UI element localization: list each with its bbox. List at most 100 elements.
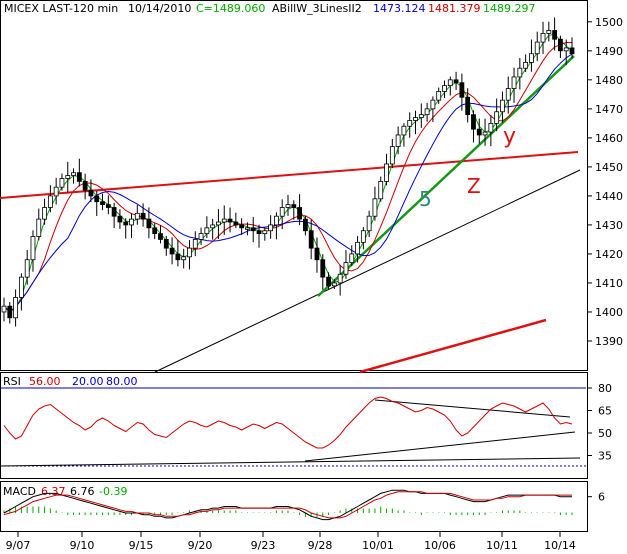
macd-y-tick-label: 6 <box>598 491 605 504</box>
rsi-y-axis: 35 50 65 80 <box>588 382 612 463</box>
header-val-blue: 1473.124 <box>373 2 426 15</box>
price-bar-body <box>511 76 517 89</box>
price-bar-body <box>407 120 413 127</box>
price-bar-body <box>314 247 320 261</box>
header-close: C=1489.060 <box>196 2 265 15</box>
price-bar-body <box>331 282 337 287</box>
rsi-high: 80.00 <box>106 375 138 388</box>
price-bar-body <box>24 259 30 278</box>
price-y-tick-label: 1410 <box>595 277 623 290</box>
rsi-reference-lines <box>0 387 586 467</box>
macd-panel-frame <box>0 481 588 532</box>
price-bar-body <box>534 41 540 55</box>
price-bar-body <box>384 163 389 182</box>
price-bar-body <box>216 221 221 226</box>
red-projection-line <box>359 318 547 374</box>
price-bar-body <box>279 207 285 217</box>
price-bar-body <box>355 241 360 255</box>
x-tick-label: 9/07 <box>6 539 31 552</box>
x-tick-label: 9/20 <box>188 539 213 552</box>
x-tick-label: 9/28 <box>308 539 333 552</box>
price-bar-body <box>326 276 331 287</box>
price-bar-body <box>349 253 355 264</box>
price-y-tick-label: 1420 <box>595 248 623 261</box>
price-bar-body <box>482 131 488 136</box>
price-bar-body <box>494 111 500 124</box>
x-tick-label: 10/14 <box>544 539 576 552</box>
price-bar-body <box>105 204 111 208</box>
price-bar-body <box>1 305 7 313</box>
price-bar-body <box>94 195 100 203</box>
price-bar-body <box>569 47 575 55</box>
price-bar-body <box>7 305 13 319</box>
price-bar-body <box>187 247 192 258</box>
ma-blue-line <box>3 53 573 313</box>
rsi-base-line <box>0 457 581 467</box>
price-bar-body <box>372 198 378 217</box>
price-bar-body <box>163 239 169 249</box>
price-bar-body <box>540 33 546 43</box>
price-bar-body <box>418 114 424 118</box>
x-tick-label: 9/10 <box>70 539 95 552</box>
price-y-tick-label: 1390 <box>595 335 623 348</box>
price-bar-body <box>181 256 187 261</box>
price-bars <box>1 17 575 327</box>
price-y-tick-label: 1480 <box>595 74 623 87</box>
price-bar-body <box>42 207 47 220</box>
macd-label: MACD <box>3 485 36 498</box>
price-bar-body <box>552 30 558 40</box>
price-bar-body <box>227 218 233 223</box>
price-bar-body <box>488 122 494 133</box>
price-bar-body <box>204 227 210 235</box>
price-bar-body <box>198 233 204 240</box>
price-bar-body <box>18 276 24 298</box>
price-bar-body <box>233 221 239 226</box>
rsi-upper-trendline <box>374 399 571 418</box>
black-support-trendline <box>154 169 581 373</box>
rsi-y-tick-label: 65 <box>598 405 612 418</box>
rsi-series-line <box>3 396 573 449</box>
price-bar-body <box>343 262 349 275</box>
price-y-tick-label: 1400 <box>595 306 623 319</box>
price-bar-body <box>360 230 366 243</box>
price-bar-body <box>337 273 343 284</box>
price-y-axis: 1390 1400 1410 1420 1430 1440 1450 1460 1470 1480… <box>588 16 623 348</box>
rsi-value: 56.00 <box>29 375 61 388</box>
price-bar-body <box>500 99 505 113</box>
x-tick-label: 9/15 <box>129 539 154 552</box>
x-tick-label: 10/11 <box>486 539 518 552</box>
price-bar-body <box>59 178 65 188</box>
price-bar-body <box>245 227 250 230</box>
price-bar-body <box>53 186 59 197</box>
price-bar-body <box>152 227 158 235</box>
price-bar-body <box>250 227 256 232</box>
price-bar-body <box>442 85 447 92</box>
macd-signal-line <box>3 491 572 519</box>
price-bar-body <box>13 297 18 319</box>
price-bar-body <box>175 253 181 261</box>
price-bar-body <box>523 62 529 69</box>
rsi-trendlines <box>0 399 581 467</box>
price-bar-body <box>129 218 134 226</box>
red-resistance-trendline <box>0 151 579 199</box>
price-bar-body <box>65 175 71 179</box>
price-bar-body <box>117 215 123 223</box>
price-bar-body <box>256 230 262 235</box>
price-bar-body <box>88 189 94 197</box>
rsi-lower-trendline <box>304 431 576 462</box>
header-symbol: MICEX LAST-120 min <box>4 2 118 15</box>
price-bar-body <box>546 30 552 34</box>
price-bar-body <box>308 230 314 249</box>
price-bar-body <box>465 96 471 116</box>
price-bar-body <box>100 201 105 206</box>
price-bar-body <box>517 67 523 78</box>
rsi-y-tick-label: 50 <box>598 427 612 440</box>
macd-line <box>3 489 572 521</box>
price-bar-body <box>471 114 476 130</box>
price-bar-body <box>169 247 175 255</box>
price-y-tick-label: 1430 <box>595 219 623 232</box>
price-bar-body <box>221 218 227 223</box>
x-tick-label: 10/01 <box>362 539 394 552</box>
price-bar-body <box>192 239 198 249</box>
